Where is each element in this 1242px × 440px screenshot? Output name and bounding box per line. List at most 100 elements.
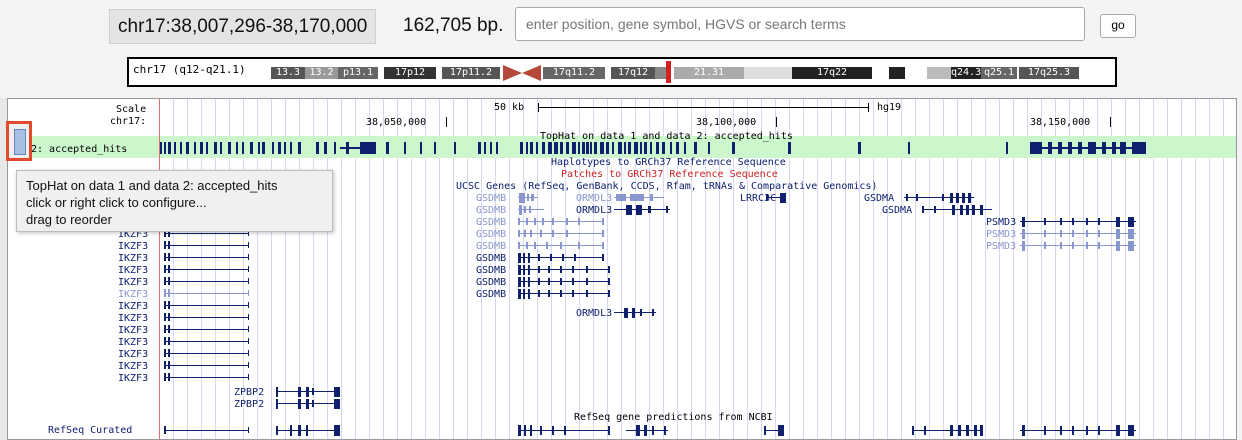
assembly-label: hg19 [877, 102, 902, 113]
gene-model-psmd3[interactable] [1020, 228, 1140, 240]
gene-model-psmd3[interactable] [1020, 216, 1140, 228]
band-21-31: 21.31 [674, 67, 744, 79]
ucsc-genes-track-title: UCSC Genes (RefSeq, GenBank, CCDS, Rfam,… [456, 181, 878, 192]
gene-label-psmd3: PSMD3 [986, 229, 1017, 240]
gene-models-ikzf3[interactable] [160, 227, 260, 387]
go-button[interactable]: go [1100, 14, 1136, 38]
gene-models-zpbp2[interactable] [276, 386, 346, 410]
gene-label-gsdmb: GSDMB [476, 205, 507, 216]
gene-model-gsdmb[interactable] [518, 228, 608, 240]
current-position-marker [666, 61, 671, 83]
gene-label-gsdma: GSDMA [864, 193, 895, 204]
gene-label-ormdl3: ORMDL3 [576, 193, 613, 204]
band-17q11-2: 17q11.2 [543, 67, 605, 79]
gene-model-gsdmb[interactable] [518, 288, 618, 300]
gene-label-ikzf3: IKZF3 [118, 277, 149, 288]
gene-model-gsdma[interactable] [922, 204, 1002, 216]
scale-bar-label: 50 kb [494, 102, 525, 113]
gene-label-ormdl3: ORMDL3 [576, 205, 613, 216]
position-display: chr17:38,007,296-38,170,000 [109, 9, 377, 44]
track-tooltip: TopHat on data 1 and data 2: accepted_hi… [16, 170, 333, 232]
gene-label-lrrc3c: LRRC3C [740, 193, 777, 204]
gene-label-gsdmb: GSDMB [476, 229, 507, 240]
ideogram-label: chr17 (q12-q21.1) [133, 63, 246, 76]
band-gap-4 [877, 67, 889, 79]
band-17q22: 17q22 [792, 67, 872, 79]
search-input[interactable] [515, 7, 1085, 41]
band-13-2: 13.2 [305, 67, 338, 79]
gene-model-gsdmb[interactable] [518, 276, 618, 288]
track-drag-handle[interactable] [6, 121, 32, 161]
gene-label-ikzf3: IKZF3 [118, 265, 149, 276]
chrom-label: chr17: [110, 116, 147, 127]
tophat-track-label[interactable]: 2: accepted_hits [31, 144, 128, 155]
highlight-boundary-line [159, 99, 160, 439]
scale-bar [538, 107, 868, 108]
genome-browser-tracks[interactable]: Scale chr17: 50 kb hg19 38,050,000 38,10… [7, 98, 1237, 440]
band-gap-1 [378, 67, 384, 79]
band-q25-1: q25.1 [981, 67, 1017, 79]
gene-model-ormdl3[interactable] [614, 192, 674, 204]
left-margin-bar [0, 98, 7, 440]
gene-model-ormdl3[interactable] [614, 307, 674, 319]
gene-model-gsdmb[interactable] [518, 240, 608, 252]
gene-label-ikzf3: IKZF3 [118, 325, 149, 336]
refseq-track-label[interactable]: RefSeq Curated [48, 425, 133, 436]
band-17q12: 17q12 [611, 67, 655, 79]
gene-label-ikzf3: IKZF3 [118, 253, 149, 264]
haplotypes-track-title: Haplotypes to GRCh37 Reference Sequence [551, 157, 786, 168]
gene-label-ikzf3: IKZF3 [118, 361, 149, 372]
gene-label-ikzf3: IKZF3 [118, 373, 149, 384]
gene-model-gsdmb[interactable] [518, 264, 618, 276]
tick-38150000: 38,150,000 [1030, 117, 1091, 128]
gene-model-gsdmb[interactable] [518, 204, 548, 216]
chromosome-ideogram[interactable]: chr17 (q12-q21.1) 13.3 13.2 p13.1 17p12 … [127, 57, 1117, 87]
gene-model-gsdmb[interactable] [518, 252, 608, 264]
band-17p12: 17p12 [384, 67, 436, 79]
gene-label-ikzf3: IKZF3 [118, 241, 149, 252]
band-gap-7 [927, 67, 951, 79]
band-gap-2 [655, 67, 669, 79]
band-gap-6 [905, 67, 927, 79]
gene-label-ikzf3: IKZF3 [118, 337, 149, 348]
gene-model-psmd3[interactable] [1020, 240, 1140, 252]
tooltip-hint-configure: click or right click to configure... [26, 195, 207, 210]
centromere-icon [503, 65, 541, 81]
gene-model-gsdmb[interactable] [518, 216, 608, 228]
scale-label: Scale [116, 104, 147, 115]
gene-label-psmd3: PSMD3 [986, 217, 1017, 228]
gene-label-gsdmb: GSDMB [476, 277, 507, 288]
refseq-curated-track[interactable] [160, 424, 1236, 438]
gene-model-ormdl3[interactable] [614, 204, 674, 216]
tophat-track-title: TopHat on data 1 and data 2: accepted_hi… [540, 131, 793, 142]
tick-38100000: 38,100,000 [696, 117, 757, 128]
gene-label-gsdmb: GSDMB [476, 217, 507, 228]
gene-label-ikzf3: IKZF3 [118, 349, 149, 360]
gene-label-gsdmb: GSDMB [476, 289, 507, 300]
band-gap-5 [889, 67, 905, 79]
patches-track-title: Patches to GRCh37 Reference Sequence [561, 169, 778, 180]
band-q24-3: q24.3 [951, 67, 981, 79]
gene-model-gsdma[interactable] [904, 192, 984, 204]
track-config-button[interactable] [14, 129, 26, 155]
gene-label-ikzf3: IKZF3 [118, 301, 149, 312]
gene-label-gsdmb: GSDMB [476, 253, 507, 264]
band-17q25-3: 17q25.3 [1019, 67, 1079, 79]
gene-label-gsdmb: GSDMB [476, 265, 507, 276]
refseq-track-title: RefSeq gene predictions from NCBI [574, 412, 773, 423]
gene-label-gsdmb: GSDMB [476, 193, 507, 204]
gene-model-lrrc3c[interactable] [766, 192, 806, 204]
tooltip-hint-reorder: drag to reorder [26, 212, 112, 227]
gene-label-gsdma: GSDMA [882, 205, 913, 216]
band-p13-1: p13.1 [338, 67, 378, 79]
gene-label-ormdl3: ORMDL3 [576, 308, 613, 319]
band-gap-3 [744, 67, 792, 79]
gene-label-ikzf3: IKZF3 [118, 289, 149, 300]
gene-label-gsdmb: GSDMB [476, 241, 507, 252]
gene-model-gsdmb[interactable] [518, 192, 548, 204]
gene-label-ikzf3: IKZF3 [118, 229, 149, 240]
band-17p11-2: 17p11.2 [442, 67, 500, 79]
gene-label-zpbp2: ZPBP2 [234, 387, 265, 398]
tophat-alignment-track[interactable] [158, 141, 1237, 155]
gene-label-ikzf3: IKZF3 [118, 313, 149, 324]
